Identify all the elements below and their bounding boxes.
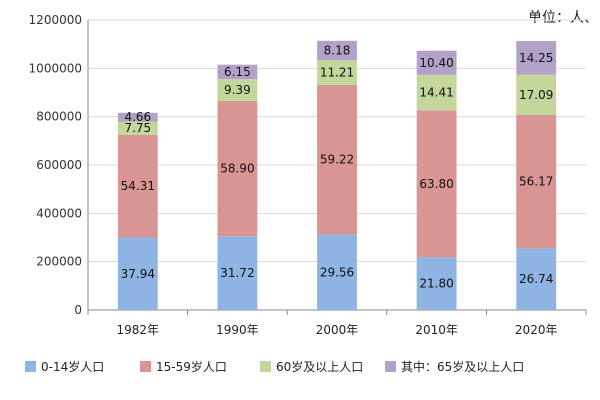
unit-label: 单位：人、: [528, 10, 598, 26]
bar-segment: [516, 74, 557, 115]
x-category-label: 1982年: [117, 323, 160, 337]
data-label: 6.15: [224, 65, 251, 79]
data-label: 9.39: [224, 83, 251, 97]
data-label: 58.90: [220, 162, 254, 176]
data-label: 11.21: [320, 65, 354, 79]
legend-swatch: [385, 361, 396, 372]
data-label: 56.17: [519, 175, 553, 189]
bar-segment: [416, 257, 457, 310]
legend-label: 15-59岁人口: [156, 359, 227, 374]
legend-swatch: [140, 361, 151, 372]
data-label: 8.18: [324, 43, 351, 57]
data-label: 4.66: [124, 110, 151, 124]
y-tick-label: 0: [74, 303, 82, 317]
x-category-label: 1990年: [216, 323, 259, 337]
data-label: 59.22: [320, 153, 354, 167]
data-label: 21.80: [419, 277, 453, 291]
bar-segment: [516, 248, 557, 310]
y-tick-label: 800000: [36, 110, 82, 124]
bar-segment: [117, 237, 158, 310]
data-label: 17.09: [519, 88, 553, 102]
bar-segment: [416, 74, 457, 111]
bar-segment: [117, 134, 158, 238]
data-label: 37.94: [121, 267, 155, 281]
bar-segment: [117, 112, 158, 122]
y-tick-label: 600000: [36, 158, 82, 172]
bar-segment: [117, 121, 158, 135]
bar-segment: [516, 41, 557, 75]
legend-swatch: [25, 361, 36, 372]
x-category-label: 2000年: [316, 323, 359, 337]
x-category-label: 2010年: [415, 323, 458, 337]
bar-segment: [516, 114, 557, 249]
data-label: 26.74: [519, 272, 553, 286]
bar-segment: [217, 100, 258, 237]
data-label: 10.40: [419, 56, 453, 70]
x-category-label: 2020年: [515, 323, 558, 337]
bar-segment: [416, 50, 457, 75]
legend-label: 其中：65岁及以上人口: [401, 359, 524, 374]
bar-segment: [217, 79, 258, 101]
legend-swatch: [260, 361, 271, 372]
data-label: 31.72: [220, 266, 254, 280]
y-tick-label: 400000: [36, 206, 82, 220]
legend-label: 0-14岁人口: [41, 359, 104, 374]
bar-segment: [317, 40, 357, 61]
data-label: 14.41: [419, 86, 453, 100]
data-label: 29.56: [320, 265, 354, 279]
data-label: 7.75: [124, 121, 151, 135]
y-tick-label: 200000: [36, 255, 82, 269]
bar-segment: [217, 64, 258, 80]
y-tick-label: 1000000: [29, 61, 82, 75]
y-tick-label: 1200000: [29, 13, 82, 27]
data-label: 63.80: [419, 177, 453, 191]
bar-segment: [217, 236, 258, 310]
bar-segment: [416, 110, 457, 258]
data-label: 14.25: [519, 51, 553, 65]
bar-segment: [317, 60, 357, 85]
bar-segment: [317, 234, 357, 310]
bar-segment: [317, 84, 357, 235]
data-label: 54.31: [121, 179, 155, 193]
legend-label: 60岁及以上人口: [276, 359, 363, 374]
